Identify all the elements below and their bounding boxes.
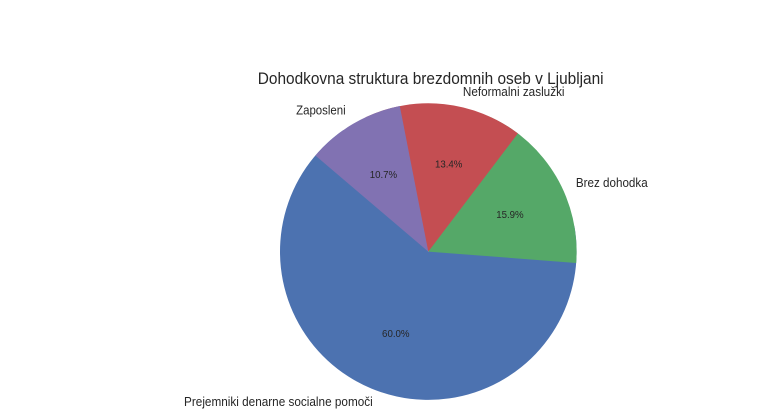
svg-text:60.0%: 60.0% xyxy=(382,329,410,340)
svg-text:Prejemniki denarne socialne po: Prejemniki denarne socialne pomoči xyxy=(184,395,373,409)
svg-text:10.7%: 10.7% xyxy=(370,170,398,181)
svg-text:15.9%: 15.9% xyxy=(496,210,524,221)
svg-text:Dohodkovna struktura brezdomni: Dohodkovna struktura brezdomnih oseb v L… xyxy=(258,69,604,88)
svg-text:13.4%: 13.4% xyxy=(435,160,463,171)
svg-text:Neformalni zaslužki: Neformalni zaslužki xyxy=(463,85,565,99)
svg-text:Zaposleni: Zaposleni xyxy=(296,103,346,117)
svg-text:Brez dohodka: Brez dohodka xyxy=(576,176,648,190)
